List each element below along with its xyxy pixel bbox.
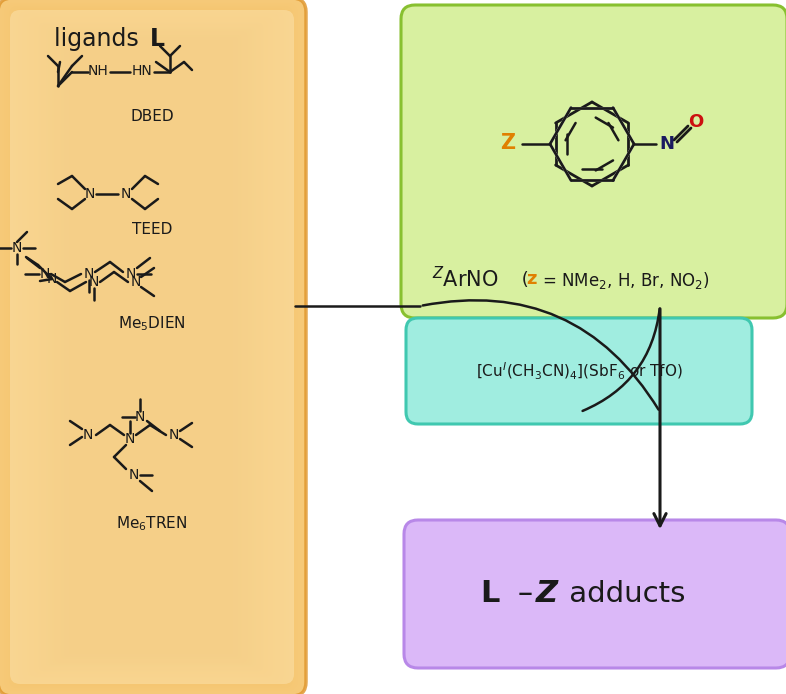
Text: Me$_6$TREN: Me$_6$TREN <box>116 515 188 534</box>
Text: DBED: DBED <box>130 108 174 124</box>
Text: TEED: TEED <box>132 221 172 237</box>
Text: N: N <box>83 428 94 442</box>
FancyBboxPatch shape <box>406 318 752 424</box>
Text: O: O <box>689 113 703 131</box>
FancyBboxPatch shape <box>401 5 786 318</box>
Text: N: N <box>135 410 145 424</box>
Text: ligands: ligands <box>54 27 146 51</box>
Text: N: N <box>84 267 94 281</box>
Text: HN: HN <box>131 64 152 78</box>
Text: N: N <box>89 275 99 289</box>
FancyBboxPatch shape <box>404 520 786 668</box>
Text: [Cu$^I$(CH$_3$CN)$_4$](SbF$_6$ or TfO): [Cu$^I$(CH$_3$CN)$_4$](SbF$_6$ or TfO) <box>476 360 682 382</box>
FancyBboxPatch shape <box>0 0 306 694</box>
Text: Z: Z <box>536 579 558 609</box>
Text: NH: NH <box>87 64 108 78</box>
Text: N: N <box>659 135 674 153</box>
Text: z: z <box>526 270 537 288</box>
Text: Me$_5$DIEN: Me$_5$DIEN <box>118 314 185 333</box>
Text: N: N <box>12 241 22 255</box>
Text: $^Z$ArNO: $^Z$ArNO <box>432 266 498 291</box>
Text: N: N <box>125 432 135 446</box>
Text: N: N <box>130 275 141 289</box>
Text: –: – <box>502 579 549 609</box>
Text: N: N <box>47 272 57 286</box>
Text: adducts: adducts <box>560 580 685 608</box>
Text: N: N <box>169 428 179 442</box>
Text: N: N <box>40 267 50 281</box>
Text: N: N <box>85 187 95 201</box>
Text: (: ( <box>516 271 529 289</box>
Text: N: N <box>121 187 131 201</box>
Text: Z: Z <box>501 133 516 153</box>
Text: N: N <box>129 468 139 482</box>
Text: L: L <box>480 579 499 609</box>
Text: N: N <box>126 267 136 281</box>
Text: L: L <box>149 27 164 51</box>
FancyBboxPatch shape <box>10 10 294 684</box>
Text: = NMe$_2$, H, Br, NO$_2$): = NMe$_2$, H, Br, NO$_2$) <box>537 269 710 291</box>
